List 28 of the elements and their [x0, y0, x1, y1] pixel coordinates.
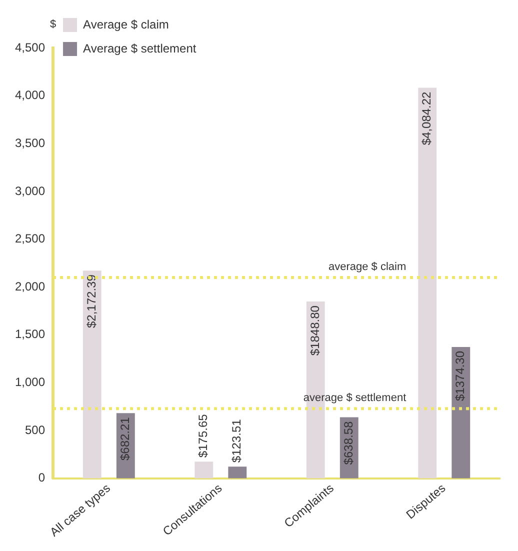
bar	[228, 466, 247, 478]
bar	[82, 270, 102, 478]
bar	[418, 88, 437, 478]
y-tick-label: 2,000	[15, 279, 46, 294]
bar	[452, 346, 470, 478]
data-label: $175.65	[196, 414, 210, 458]
y-tick-label: 500	[25, 422, 46, 437]
data-label: $1374.30	[453, 350, 468, 402]
y-tick-label: 2,500	[15, 232, 46, 246]
ref-line-label: average $ claim	[328, 261, 406, 274]
data-label: $123.51	[230, 418, 244, 463]
y-tick-label: 0	[38, 470, 46, 485]
y-tick-label: 4,500	[15, 40, 46, 54]
data-label: $638.58	[341, 420, 356, 465]
y-tick-label: 1,500	[15, 327, 46, 342]
legend-label: Average $ settlement	[83, 41, 197, 56]
legend-label: Average $ claim	[83, 17, 169, 32]
y-tick-label: 1,000	[15, 375, 46, 390]
ref-line-label: average $ settlement	[303, 392, 406, 404]
y-tick-label: 3,000	[15, 184, 46, 198]
y-tick-label: 3,500	[15, 136, 46, 150]
y-tick-label: 4,000	[15, 88, 46, 102]
data-label: $2,172.39	[84, 274, 98, 328]
data-label: $1848.80	[308, 305, 322, 356]
bar	[194, 462, 214, 478]
data-label: $682.21	[118, 416, 132, 461]
y-axis-title: $	[50, 18, 56, 31]
data-label: $4,084.22	[420, 91, 434, 146]
